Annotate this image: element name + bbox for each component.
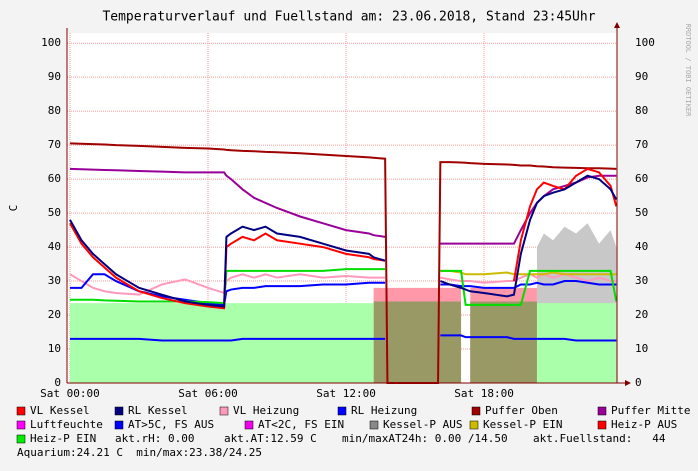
legend-label: Puffer Mitte: [611, 404, 690, 417]
footer-text: akt.AT:12.59 C: [224, 432, 317, 445]
legend-label: VL Heizung: [233, 404, 299, 417]
y-tick-label: 30: [48, 274, 61, 287]
y-tick-label-right: 10: [635, 342, 648, 355]
legend-label: RL Kessel: [128, 404, 188, 417]
line: [69, 334, 617, 342]
y-tick-label-right: 90: [635, 70, 648, 83]
x-tick-label: Sat 06:00: [178, 387, 238, 400]
area: [69, 303, 617, 383]
legend-swatch: [114, 406, 124, 416]
grid: [67, 33, 617, 384]
area: [373, 301, 537, 383]
legend-label: Heiz-P EIN: [30, 432, 96, 445]
line: [69, 167, 617, 245]
legend-label: RL Heizung: [351, 404, 417, 417]
x-tick-label: Sat 18:00: [454, 387, 514, 400]
y-tick-label: 20: [48, 308, 61, 321]
y-tick-label-right: 40: [635, 240, 648, 253]
y-tick-label-right: 100: [635, 36, 655, 49]
legend-label: Heiz-P AUS: [611, 418, 677, 431]
legend-swatch: [597, 406, 607, 416]
line: [69, 268, 618, 306]
legend-swatch: [16, 434, 26, 444]
legend-swatch: [597, 420, 607, 430]
legend-swatch: [337, 406, 347, 416]
legend-label: Kessel-P AUS: [383, 418, 462, 431]
x-arrow: [625, 380, 631, 386]
line: [69, 273, 617, 306]
y-tick-label-right: 70: [635, 138, 648, 151]
legend-swatch: [16, 420, 26, 430]
y-tick-label-right: 60: [635, 172, 648, 185]
y-tick-label: 80: [48, 104, 61, 117]
line: [69, 142, 617, 384]
legend-swatch: [244, 420, 254, 430]
legend-label: AT>5C, FS AUS: [128, 418, 214, 431]
y-tick-label: 70: [48, 138, 61, 151]
y-tick-label: 10: [48, 342, 61, 355]
y-tick-label: 40: [48, 240, 61, 253]
legend-swatch: [114, 420, 124, 430]
legend-label: Puffer Oben: [485, 404, 558, 417]
legend-label: Kessel-P EIN: [483, 418, 562, 431]
line: [69, 167, 618, 310]
labels: 0 0 10 10 20 20 30 30 40 40 50 50 60 60 70 70 80 80 90 90 10…: [16, 36, 690, 459]
y-tick-label-right: 50: [635, 206, 648, 219]
y-tick-label-right: 0: [635, 376, 642, 389]
footer-text: akt.Fuellstand: 44: [533, 432, 666, 445]
legend-swatch: [471, 406, 481, 416]
legend-swatch: [16, 406, 26, 416]
marks: [69, 142, 618, 384]
footer-text: min/maxAT24h: 0.00 /14.50: [342, 432, 508, 445]
y-arrow: [614, 22, 620, 28]
footer-text: Aquarium:24.21 C min/max:23.38/24.25: [17, 446, 262, 459]
y-tick-label: 0: [54, 376, 61, 389]
line: [69, 174, 618, 308]
axes: [66, 22, 631, 386]
y-tick-label: 100: [41, 36, 61, 49]
y-tick-label: 50: [48, 206, 61, 219]
legend-label: Luftfeuchte: [30, 418, 103, 431]
y-tick-label-right: 80: [635, 104, 648, 117]
y-tick-label-right: 20: [635, 308, 648, 321]
x-tick-label: Sat 00:00: [40, 387, 100, 400]
x-tick-label: Sat 12:00: [316, 387, 376, 400]
watermark: RRDTOOL / TOBI OETIKER: [684, 24, 692, 118]
y-tick-label-right: 30: [635, 274, 648, 287]
footer-text: akt.rH: 0.00: [115, 432, 194, 445]
legend-label: AT<2C, FS EIN: [258, 418, 344, 431]
y-tick-label: 90: [48, 70, 61, 83]
legend-swatch: [219, 406, 229, 416]
legend-swatch: [469, 420, 479, 430]
y-axis-label: C: [7, 205, 20, 212]
y-tick-label: 60: [48, 172, 61, 185]
legend-label: VL Kessel: [30, 404, 90, 417]
chart-title: Temperaturverlauf und Fuellstand am: 23.…: [102, 10, 595, 25]
legend-swatch: [369, 420, 379, 430]
